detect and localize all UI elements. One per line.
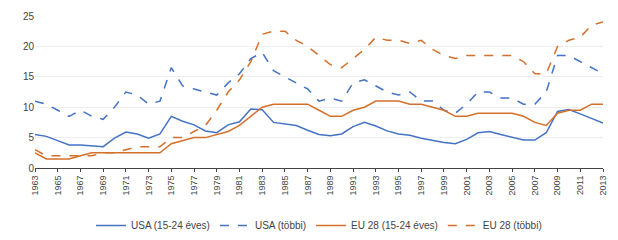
svg-text:2003: 2003 bbox=[484, 176, 494, 196]
svg-text:EU 28 (15-24 éves): EU 28 (15-24 éves) bbox=[351, 220, 438, 231]
svg-text:USA (többi): USA (többi) bbox=[255, 220, 306, 231]
svg-text:1975: 1975 bbox=[166, 176, 176, 196]
svg-text:1997: 1997 bbox=[416, 176, 426, 196]
svg-text:20: 20 bbox=[23, 41, 35, 52]
svg-text:1983: 1983 bbox=[257, 176, 267, 196]
svg-text:0: 0 bbox=[28, 163, 34, 174]
svg-text:1969: 1969 bbox=[98, 176, 108, 196]
svg-text:1981: 1981 bbox=[234, 176, 244, 196]
svg-text:1977: 1977 bbox=[189, 176, 199, 196]
svg-text:1973: 1973 bbox=[144, 176, 154, 196]
svg-text:1971: 1971 bbox=[121, 176, 131, 196]
svg-text:1979: 1979 bbox=[212, 176, 222, 196]
svg-text:1985: 1985 bbox=[280, 176, 290, 196]
svg-text:1999: 1999 bbox=[439, 176, 449, 196]
svg-text:1965: 1965 bbox=[53, 176, 63, 196]
svg-text:1991: 1991 bbox=[348, 176, 358, 196]
svg-text:USA (15-24 éves): USA (15-24 éves) bbox=[131, 220, 210, 231]
svg-text:2005: 2005 bbox=[507, 176, 517, 196]
svg-text:2007: 2007 bbox=[530, 176, 540, 196]
svg-text:EU 28 (többi): EU 28 (többi) bbox=[483, 220, 542, 231]
svg-text:5: 5 bbox=[28, 132, 34, 143]
svg-text:2001: 2001 bbox=[462, 176, 472, 196]
svg-text:10: 10 bbox=[23, 102, 35, 113]
svg-text:1995: 1995 bbox=[393, 176, 403, 196]
svg-text:15: 15 bbox=[23, 71, 35, 82]
svg-text:1963: 1963 bbox=[30, 176, 40, 196]
svg-text:25: 25 bbox=[23, 11, 35, 22]
svg-text:2009: 2009 bbox=[552, 176, 562, 196]
svg-text:2013: 2013 bbox=[598, 176, 608, 196]
svg-text:1993: 1993 bbox=[371, 176, 381, 196]
svg-text:2011: 2011 bbox=[575, 176, 585, 195]
svg-text:1967: 1967 bbox=[75, 176, 85, 196]
svg-text:1987: 1987 bbox=[303, 176, 313, 196]
svg-text:1989: 1989 bbox=[325, 176, 335, 196]
